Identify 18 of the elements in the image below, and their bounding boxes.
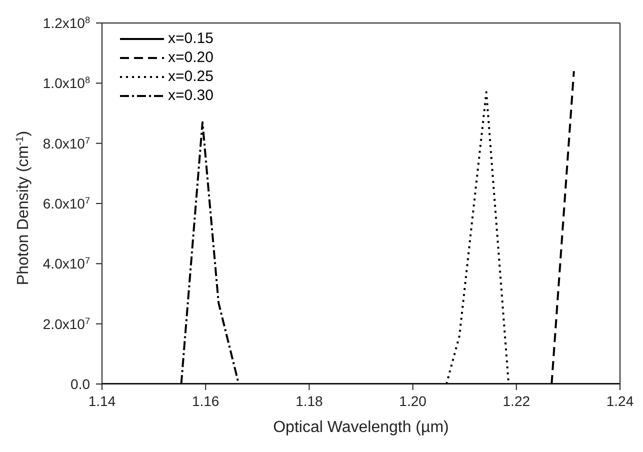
x-tick-label: 1.14 <box>88 393 116 409</box>
y-tick-label: 6.0x10$^{7}$ <box>42 196 90 212</box>
x-tick-label: 1.16 <box>192 393 220 409</box>
legend-label: x=0.15 <box>168 30 214 47</box>
y-tick-label: 1.2x10$^{8}$ <box>42 15 90 31</box>
x-tick-label: 1.20 <box>399 393 427 409</box>
y-tick-label: 8.0x10$^{7}$ <box>42 135 90 152</box>
x-axis-title: Optical Wavelength (µm) <box>273 419 449 436</box>
y-tick-label: 1.0x10$^{8}$ <box>42 75 90 92</box>
legend-label: x=0.25 <box>168 68 214 85</box>
x-tick-label: 1.18 <box>296 393 324 409</box>
x-tick-label: 1.22 <box>502 393 530 409</box>
y-tick-label: 0.0 <box>70 376 90 392</box>
legend-label: x=0.20 <box>168 49 214 66</box>
y-tick-label: 4.0x10$^{7}$ <box>42 256 90 272</box>
legend-label: x=0.30 <box>168 87 214 104</box>
x-tick-label: 1.24 <box>606 393 634 409</box>
y-tick-label: 2.0x10$^{7}$ <box>42 316 90 332</box>
